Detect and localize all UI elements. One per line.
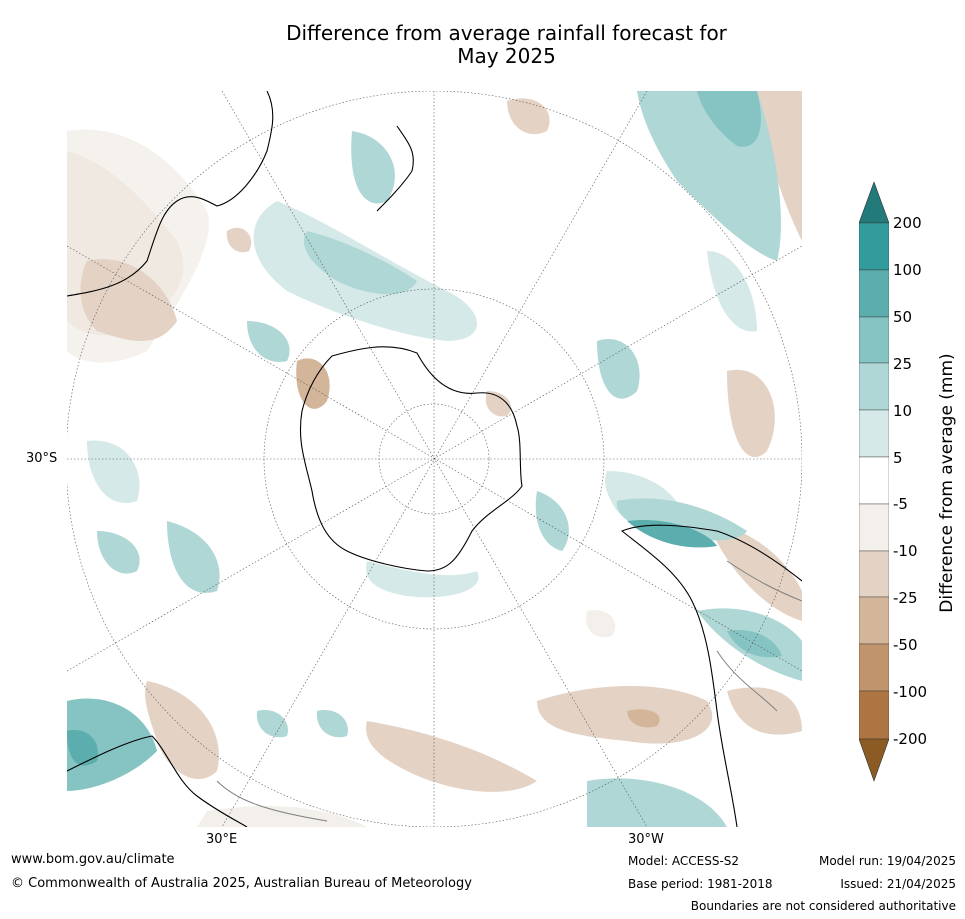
colorbar-tick-label: 200 — [893, 214, 922, 232]
dry-anomaly-regions — [67, 91, 802, 827]
wet-anomaly-regions — [67, 91, 802, 827]
colorbar-tick-label: -25 — [893, 589, 918, 608]
coastlines — [67, 91, 802, 827]
south-america-coast — [620, 524, 802, 827]
footer-disclaimer: Boundaries are not considered authoritat… — [690, 899, 956, 913]
colorbar-bin-neutral — [859, 456, 889, 505]
title-line-2: May 2025 — [457, 44, 556, 68]
colorbar — [859, 182, 889, 782]
colorbar-tick-label: -10 — [893, 542, 918, 561]
colorbar-tick-label: 50 — [893, 307, 913, 326]
graticule — [67, 91, 802, 827]
colorbar-tick-label: 100 — [893, 260, 922, 279]
colorbar-bin-5-10 — [859, 409, 889, 458]
lat-label-30s: 30°S — [26, 451, 58, 466]
map-area[interactable] — [67, 91, 802, 827]
new-zealand-coast — [376, 125, 414, 212]
lon-label-30w: 30°W — [628, 832, 664, 847]
colorbar-bin-minus5-minus10 — [859, 503, 889, 552]
country-borders — [216, 560, 802, 822]
footer-issued: Issued: 21/04/2025 — [840, 877, 956, 891]
australia-coast — [67, 91, 274, 297]
footer-copyright: © Commonwealth of Australia 2025, Austra… — [11, 876, 472, 891]
rainfall-map — [67, 91, 802, 827]
colorbar-tick-label: -50 — [893, 636, 918, 655]
colorbar-tick-label: -200 — [893, 729, 928, 748]
colorbar-tick-label: 5 — [893, 448, 903, 467]
colorbar-extend-min — [859, 738, 889, 782]
colorbar-tick-label: 10 — [893, 401, 913, 420]
colorbar-bin-25-50 — [859, 316, 889, 364]
lon-label-30e: 30°E — [206, 832, 238, 847]
colorbar-bin-10-25 — [859, 362, 889, 411]
africa-coast — [67, 735, 248, 827]
footer-model-run: Model run: 19/04/2025 — [818, 854, 956, 868]
footer-model: Model: ACCESS-S2 — [628, 854, 740, 868]
colorbar-bin-100-200 — [859, 222, 889, 271]
colorbar-tick-label: 25 — [893, 354, 913, 373]
colorbar-bin-minus10-minus25 — [859, 550, 889, 598]
antarctica-coast — [299, 346, 523, 572]
colorbar-title: Difference from average (mm) — [937, 353, 957, 613]
colorbar-tick-label: -100 — [893, 683, 928, 701]
colorbar-extend-max — [859, 182, 889, 224]
footer-website[interactable]: www.bom.gov.au/climate — [11, 852, 175, 867]
footer-base-period: Base period: 1981-2018 — [628, 877, 773, 891]
colorbar-bin-50-100 — [859, 269, 889, 318]
colorbar-bin-minus100-minus200 — [859, 690, 889, 740]
colorbar-tick-label: -5 — [893, 495, 908, 514]
title-line-1: Difference from average rainfall forecas… — [286, 21, 727, 45]
map-title: Difference from average rainfall forecas… — [0, 22, 965, 68]
colorbar-bin-minus25-minus50 — [859, 596, 889, 645]
colorbar-bin-minus50-minus100 — [859, 643, 889, 692]
